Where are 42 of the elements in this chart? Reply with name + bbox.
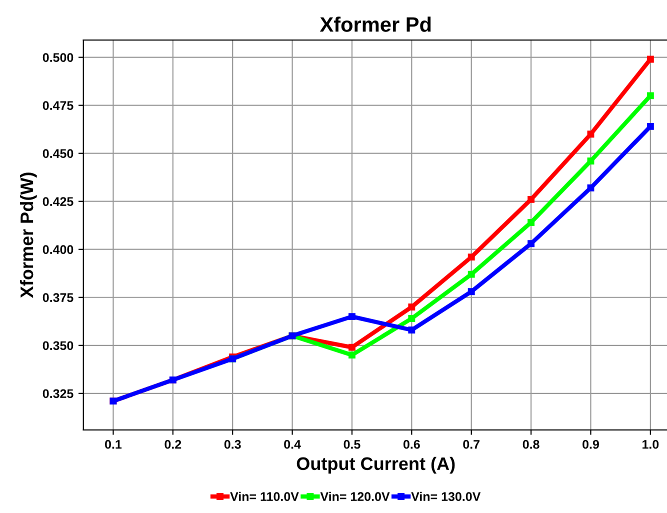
- legend-label: Vin= 110.0V: [230, 492, 299, 502]
- point: [468, 254, 475, 261]
- point: [528, 196, 535, 203]
- point: [468, 288, 475, 296]
- point: [348, 313, 356, 320]
- point: [646, 56, 654, 63]
- x-tick-label: 0.5: [344, 440, 360, 449]
- point: [528, 219, 535, 226]
- point: [408, 315, 416, 322]
- x-tick-label: 0.4: [284, 440, 301, 449]
- x-tick-label: 0.1: [105, 440, 122, 449]
- y-tick-label: 0.375: [42, 293, 74, 302]
- point: [408, 326, 416, 334]
- point: [348, 352, 356, 358]
- chart-title: Xformer Pd: [320, 16, 431, 32]
- point: [348, 344, 356, 351]
- y-tick-label: 0.350: [42, 341, 74, 350]
- x-tick-label: 0.6: [403, 440, 420, 449]
- x-tick-label: 0.2: [164, 440, 182, 449]
- point: [468, 270, 475, 278]
- y-tick-label: 0.450: [42, 149, 74, 158]
- y-tick-label: 0.425: [42, 197, 74, 206]
- x-axis-title: Output Current (A): [296, 456, 455, 474]
- x-tick-label: 0.9: [582, 440, 599, 449]
- x-tick-label: 1.0: [642, 440, 659, 449]
- y-tick-label: 0.475: [42, 101, 74, 110]
- y-axis-title: Xformer Pd(W): [20, 172, 37, 298]
- point: [646, 122, 654, 130]
- point: [528, 240, 535, 248]
- legend-label: Vin= 130.0V: [411, 492, 481, 502]
- point: [587, 184, 594, 192]
- x-tick-label: 0.3: [224, 440, 241, 449]
- point: [408, 304, 416, 310]
- y-tick-label: 0.400: [42, 245, 74, 254]
- y-tick-label: 0.500: [42, 53, 74, 62]
- y-tick-label: 0.325: [42, 389, 74, 398]
- point: [587, 158, 594, 164]
- x-tick-label: 0.8: [522, 440, 540, 449]
- x-tick-label: 0.7: [463, 440, 480, 449]
- point: [587, 130, 594, 138]
- legend-label: Vin= 120.0V: [320, 492, 390, 502]
- point: [646, 92, 654, 100]
